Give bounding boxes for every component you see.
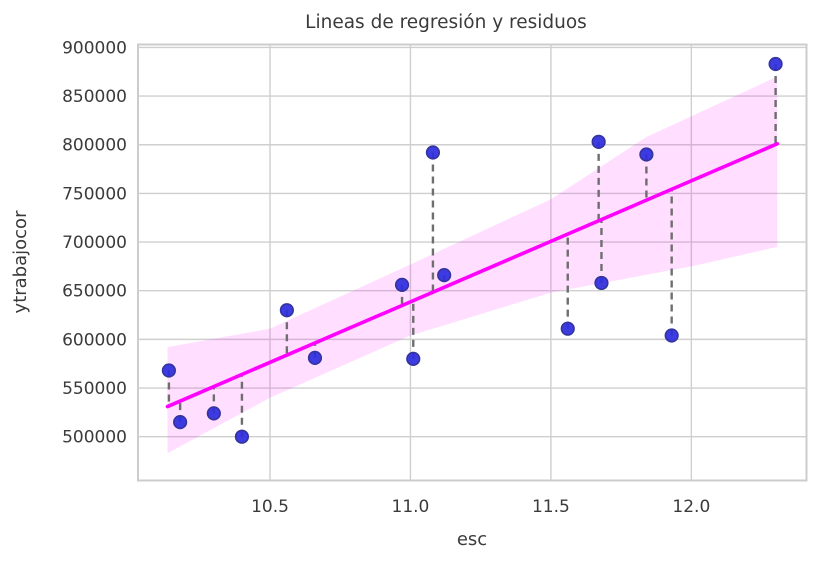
y-tick-label: 750000 — [62, 184, 127, 204]
plot-area — [137, 43, 808, 482]
data-point — [594, 275, 609, 291]
data-points — [161, 56, 783, 444]
regression-line-path — [165, 141, 780, 409]
data-point — [234, 429, 250, 444]
gridlines — [138, 44, 807, 481]
data-point — [161, 363, 176, 378]
y-tick-labels: 500000 550000 600000 650000 700000 750000 8000… — [62, 38, 127, 447]
data-point — [591, 134, 606, 149]
y-tick-label: 900000 — [62, 38, 127, 58]
data-point — [394, 277, 410, 292]
regression-line — [165, 141, 780, 409]
x-axis-label: esc — [457, 529, 487, 550]
residual-lines — [167, 63, 777, 437]
y-tick-label: 800000 — [62, 136, 127, 156]
y-tick-label: 600000 — [62, 330, 127, 350]
chart-title: Lineas de regresión y residuos — [305, 12, 587, 33]
data-point — [425, 145, 441, 160]
y-tick-label: 650000 — [62, 282, 127, 302]
data-point — [307, 350, 323, 365]
data-point — [206, 406, 221, 421]
x-tick-labels: 10.5 11.0 11.5 12.0 — [251, 497, 710, 517]
x-tick-label: 10.5 — [251, 497, 289, 517]
data-point — [279, 303, 294, 318]
y-tick-label: 850000 — [62, 87, 127, 107]
data-point — [173, 415, 188, 430]
x-tick-label: 12.0 — [672, 497, 710, 517]
y-tick-label: 500000 — [62, 428, 127, 448]
data-point — [664, 328, 679, 343]
data-point — [560, 321, 575, 336]
data-point — [768, 56, 783, 72]
data-point — [406, 351, 421, 366]
y-tick-label: 700000 — [62, 233, 127, 253]
y-axis-label: ytrabajocor — [10, 210, 31, 314]
x-tick-label: 11.0 — [392, 497, 430, 517]
y-tick-label: 550000 — [62, 379, 127, 399]
x-tick-label: 11.5 — [532, 497, 570, 517]
data-point — [437, 268, 452, 283]
data-point — [639, 147, 654, 162]
